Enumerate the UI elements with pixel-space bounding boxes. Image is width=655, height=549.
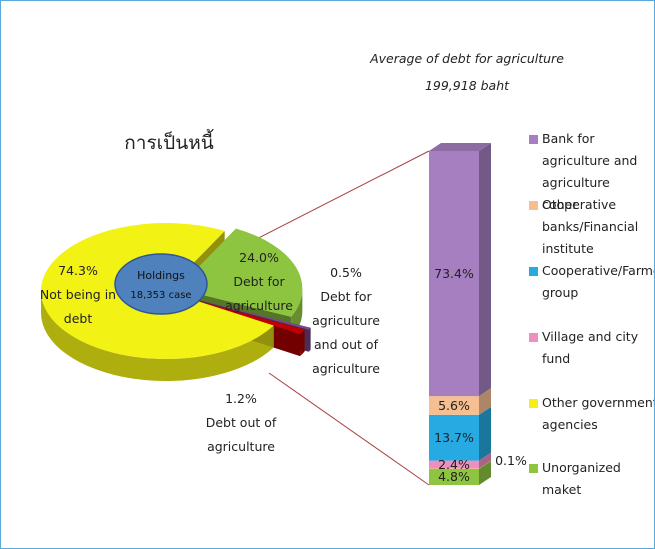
slice-label: 1.2% Debt out of agriculture	[205, 387, 277, 459]
bar-segment-side	[479, 143, 491, 397]
slice-name: Not being in debt	[39, 287, 117, 326]
bar-segment-side	[479, 460, 491, 469]
slice-name: Debt for agriculture	[225, 274, 293, 313]
slice-side	[40, 291, 274, 381]
slice-label: 24.0% Debt for agriculture	[221, 246, 297, 318]
legend-swatch	[529, 333, 538, 342]
slice-value-label: 0.5%	[330, 265, 362, 280]
connector	[268, 372, 430, 486]
bar-segment	[429, 414, 479, 461]
bar-subtitle: 199,918 baht	[424, 78, 510, 93]
center-label: 18,353 case	[130, 290, 191, 301]
bar-value-label: 0.1%	[495, 452, 527, 468]
bar-value-label: 4.8%	[438, 468, 470, 484]
slice-label: 0.5% Debt for agriculture and out of agri…	[303, 261, 389, 381]
slice-value-label: 24.0%	[239, 250, 279, 265]
legend-label: Unorganized maket	[542, 460, 621, 497]
slice-value-label: 1.2%	[225, 391, 257, 406]
center-badge	[114, 253, 208, 315]
slice	[177, 228, 303, 317]
bar-segment	[429, 151, 479, 397]
bar-segment-side	[479, 406, 491, 461]
legend-label: Bank for agriculture and agriculture coo…	[542, 131, 638, 212]
connector	[238, 150, 430, 249]
bar-value-label: 13.7%	[434, 429, 474, 445]
legend-swatch	[529, 201, 538, 210]
legend-label: Village and city fund	[542, 329, 639, 366]
bar-segment	[429, 460, 479, 469]
legend-swatch	[529, 464, 538, 473]
bar-segment	[429, 396, 479, 415]
legend-swatch	[529, 267, 538, 276]
slice-name: Debt out of agriculture	[205, 415, 277, 454]
bar-segment	[429, 468, 479, 485]
legend-swatch	[529, 399, 538, 408]
bar-segment-side	[479, 388, 491, 415]
slice	[196, 299, 311, 330]
legend-label: Other government agencies	[542, 395, 655, 432]
slice-name: Debt for agriculture and out of agricult…	[312, 289, 380, 376]
pie-title: การเป็นหนี้	[124, 132, 214, 154]
center-label: Holdings	[137, 269, 185, 282]
slice-value-label: 74.3%	[58, 263, 98, 278]
legend-label: Other banks/Financial institute	[542, 197, 639, 256]
slice	[192, 299, 305, 335]
slice-label: 74.3% Not being in debt	[39, 259, 117, 331]
legend-swatch	[529, 135, 538, 144]
legend-label: Cooperative/Farmer's group	[542, 263, 654, 300]
bar-value-label: 73.4%	[434, 265, 474, 281]
bar-title: Average of debt for agriculture	[370, 51, 564, 66]
bar-value-label: 5.6%	[438, 397, 470, 413]
bar-segment-side	[479, 452, 491, 469]
bar-segment-top	[429, 143, 491, 151]
bar-value-label: 2.4%	[438, 456, 470, 472]
bar-segment-side	[479, 460, 491, 485]
